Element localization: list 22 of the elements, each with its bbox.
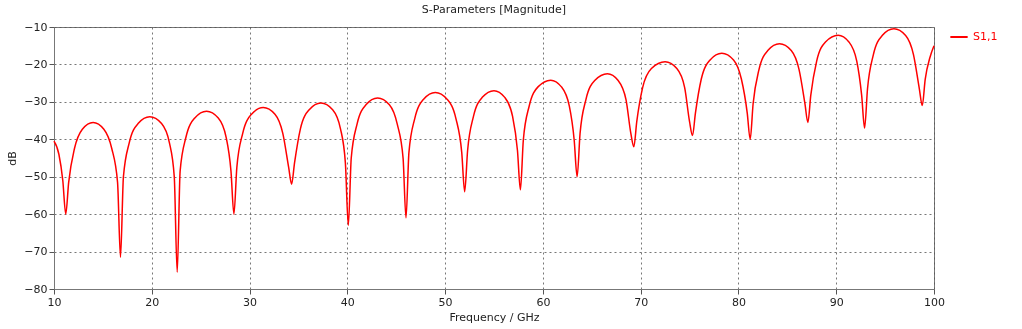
y-tick-label: −80: [24, 282, 48, 296]
x-tick-label: 40: [340, 295, 355, 309]
y-tick-label: −40: [24, 132, 48, 146]
y-tick-label: −70: [24, 245, 48, 259]
y-axis-title: dB: [6, 151, 20, 166]
x-axis-title: Frequency / GHz: [449, 310, 540, 324]
y-tick-label: −30: [24, 95, 48, 109]
y-tick-label: −10: [24, 20, 48, 34]
x-tick-label: 70: [634, 295, 649, 309]
y-tick-label: −20: [24, 57, 48, 71]
x-tick-label: 10: [47, 295, 62, 309]
x-tick-label: 80: [731, 295, 746, 309]
x-tick-label: 20: [145, 295, 160, 309]
chart-title: S-Parameters [Magnitude]: [421, 3, 567, 16]
x-tick-label: 100: [924, 295, 945, 309]
y-tick-label: −60: [24, 207, 48, 221]
x-tick-label: 90: [829, 295, 844, 309]
legend-label: S1,1: [973, 30, 998, 43]
x-tick-label: 50: [438, 295, 453, 309]
x-tick-label: 30: [243, 295, 258, 309]
y-tick-label: −50: [24, 170, 48, 184]
x-tick-label: 60: [536, 295, 551, 309]
